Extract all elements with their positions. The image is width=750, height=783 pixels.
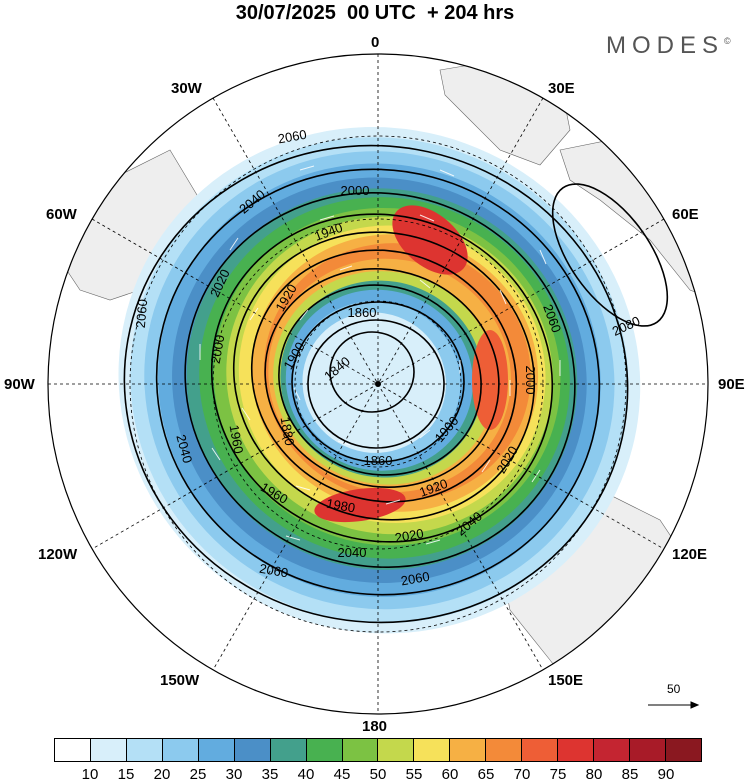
colorbar-swatch [198, 739, 235, 761]
lon-label-60w: 60W [46, 206, 77, 223]
colorbar-swatch [306, 739, 343, 761]
colorbar-swatch [414, 739, 451, 761]
map-title: 30/07/2025 00 UTC + 204 hrs [235, 2, 515, 24]
jet-max-east [472, 330, 508, 430]
contour-label: 2060 [258, 561, 289, 581]
colorbar-swatch [126, 739, 163, 761]
copyright-mark: © [724, 36, 731, 46]
contour-label: 2000 [523, 366, 538, 395]
colorbar-label: 90 [657, 766, 675, 783]
colorbar-swatch [378, 739, 415, 761]
jet-max-south [314, 487, 406, 523]
colorbar-swatch [630, 739, 666, 761]
colorbar-label: 65 [477, 766, 495, 783]
colorbar-label: 85 [621, 766, 639, 783]
colorbar-label: 40 [297, 766, 315, 783]
colorbar-swatch [558, 739, 595, 761]
colorbar-swatch [665, 739, 701, 761]
colorbar-label: 30 [225, 766, 243, 783]
lon-label-120w: 120W [38, 546, 78, 563]
colorbar-label: 80 [585, 766, 603, 783]
contour-label: 2000 [341, 183, 370, 198]
colorbar-label: 25 [189, 766, 207, 783]
pole-marker [375, 381, 381, 387]
colorbar-swatch [522, 739, 559, 761]
colorbar-label: 45 [333, 766, 351, 783]
colorbar-label: 75 [549, 766, 567, 783]
lon-label-150e: 150E [548, 672, 584, 689]
colorbar-label: 20 [153, 766, 171, 783]
lon-label-60e: 60E [672, 206, 699, 223]
colorbar [54, 738, 702, 762]
colorbar-label: 35 [261, 766, 279, 783]
contour-label: 2040 [338, 545, 367, 560]
colorbar-swatch [90, 739, 127, 761]
lon-label-90w: 90W [4, 376, 35, 393]
lon-label-180: 180 [362, 718, 388, 735]
colorbar-label: 50 [369, 766, 387, 783]
contour-label: 1980 [325, 496, 356, 516]
colorbar-swatch [594, 739, 630, 761]
colorbar-swatch [342, 739, 379, 761]
colorbar-label: 55 [405, 766, 423, 783]
brand-logo: MODES© [606, 32, 731, 60]
colorbar-swatch [450, 739, 487, 761]
colorbar-label: 15 [117, 766, 135, 783]
lon-label-0: 0 [371, 34, 380, 51]
contour-label: 2060 [277, 127, 308, 147]
height-contours [123, 144, 669, 624]
contour-label: 2040 [173, 433, 195, 465]
colorbar-swatch [234, 739, 271, 761]
contour-label: 1860 [364, 453, 393, 468]
contour-label: 2020 [394, 526, 425, 546]
contour-label: 1880 [278, 416, 298, 447]
colorbar-label: 10 [81, 766, 99, 783]
reference-vector [648, 701, 700, 709]
contour-label: 1860 [348, 305, 377, 320]
contour-label: 2060 [400, 569, 431, 589]
map-boundary [47, 53, 709, 715]
colorbar-swatch [270, 739, 307, 761]
contour-label: 2060 [133, 299, 150, 329]
lon-label-150w: 150W [160, 672, 200, 689]
brand-name: MODES [606, 32, 725, 59]
lon-label-120e: 120E [672, 546, 708, 563]
colorbar-swatch [486, 739, 523, 761]
contour-label: 2000 [208, 334, 228, 365]
wind-vectors [199, 165, 561, 545]
lon-label-30w: 30W [171, 80, 202, 97]
reference-vector-label: 50 [667, 682, 681, 696]
colorbar-swatch [55, 739, 91, 761]
lon-label-90e: 90E [718, 376, 745, 393]
lon-label-30e: 30E [548, 80, 575, 97]
colorbar-label: 60 [441, 766, 459, 783]
colorbar-label: 70 [513, 766, 531, 783]
colorbar-swatch [162, 739, 199, 761]
contour-label: 1960 [227, 424, 247, 455]
